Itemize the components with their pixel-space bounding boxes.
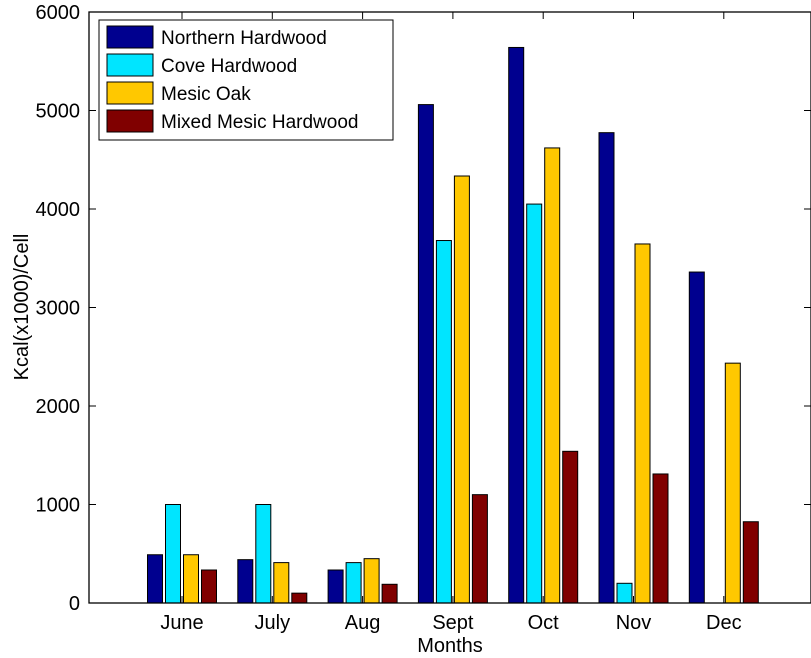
bar-mixed-mesic-hardwood-oct bbox=[562, 450, 579, 604]
y-tick-label: 4000 bbox=[36, 199, 81, 221]
bar-northern-hardwood-nov bbox=[598, 132, 615, 604]
y-tick-label: 2000 bbox=[36, 396, 81, 418]
legend-label: Mesic Oak bbox=[161, 84, 251, 105]
bar-mesic-oak-oct bbox=[544, 147, 561, 604]
bar-mixed-mesic-hardwood-nov bbox=[652, 473, 669, 604]
y-tick-label: 0 bbox=[69, 593, 80, 615]
x-axis-title: Months bbox=[417, 635, 483, 657]
bar-mixed-mesic-hardwood-aug bbox=[381, 583, 398, 604]
bar-cove-hardwood-june bbox=[165, 504, 181, 604]
legend-swatch bbox=[106, 81, 154, 105]
bar-cove-hardwood-sept bbox=[435, 240, 452, 604]
bar-mixed-mesic-hardwood-dec bbox=[742, 521, 759, 604]
legend-swatch bbox=[106, 53, 154, 77]
bar-northern-hardwood-aug bbox=[327, 569, 344, 604]
legend-label: Cove Hardwood bbox=[161, 56, 297, 77]
bar-cove-hardwood-aug bbox=[345, 562, 362, 604]
chart-marks bbox=[147, 46, 759, 604]
bar-mixed-mesic-hardwood-sept bbox=[471, 494, 488, 604]
bar-cove-hardwood-nov bbox=[616, 582, 633, 604]
legend-label: Mixed Mesic Hardwood bbox=[161, 112, 358, 133]
x-axis-ticks: June July Aug Sept Oct Nov Dec bbox=[160, 12, 742, 634]
bar-mesic-oak-aug bbox=[363, 558, 380, 604]
bar-mesic-oak-dec bbox=[724, 362, 741, 604]
x-tick-label: July bbox=[255, 612, 291, 634]
bar-northern-hardwood-sept bbox=[417, 104, 434, 604]
y-tick-label: 1000 bbox=[36, 495, 81, 517]
legend: Northern Hardwood Cove Hardwood Mesic Oak M… bbox=[98, 19, 394, 141]
legend-swatch bbox=[106, 109, 154, 133]
x-tick-label: Dec bbox=[706, 612, 742, 634]
x-tick-label: Aug bbox=[345, 612, 381, 634]
bar-mesic-oak-nov bbox=[634, 243, 651, 604]
y-axis-title: Kcal(x1000)/Cell bbox=[11, 234, 33, 381]
bar-mesic-oak-july bbox=[273, 562, 290, 604]
bar-mixed-mesic-hardwood-july bbox=[291, 592, 308, 604]
y-tick-label: 6000 bbox=[36, 2, 81, 24]
y-tick-label: 5000 bbox=[36, 101, 81, 123]
legend-swatch bbox=[106, 25, 154, 49]
legend-label: Northern Hardwood bbox=[161, 28, 327, 49]
bar-northern-hardwood-oct bbox=[508, 46, 525, 604]
x-tick-label: June bbox=[160, 612, 203, 634]
bar-northern-hardwood-dec bbox=[688, 271, 705, 604]
bar-mixed-mesic-hardwood-june bbox=[201, 569, 217, 604]
bar-mesic-oak-sept bbox=[453, 175, 470, 604]
bar-cove-hardwood-july bbox=[255, 504, 272, 604]
bar-northern-hardwood-july bbox=[237, 559, 254, 604]
bar-cove-hardwood-oct bbox=[526, 203, 543, 604]
x-tick-label: Sept bbox=[432, 612, 474, 634]
bar-mesic-oak-june bbox=[183, 554, 199, 604]
bar-northern-hardwood-june bbox=[147, 554, 163, 604]
y-axis-ticks: 0 1000 2000 3000 4000 5000 6000 bbox=[36, 2, 811, 615]
x-tick-label: Nov bbox=[616, 612, 652, 634]
y-tick-label: 3000 bbox=[36, 298, 81, 320]
x-tick-label: Oct bbox=[528, 612, 560, 634]
